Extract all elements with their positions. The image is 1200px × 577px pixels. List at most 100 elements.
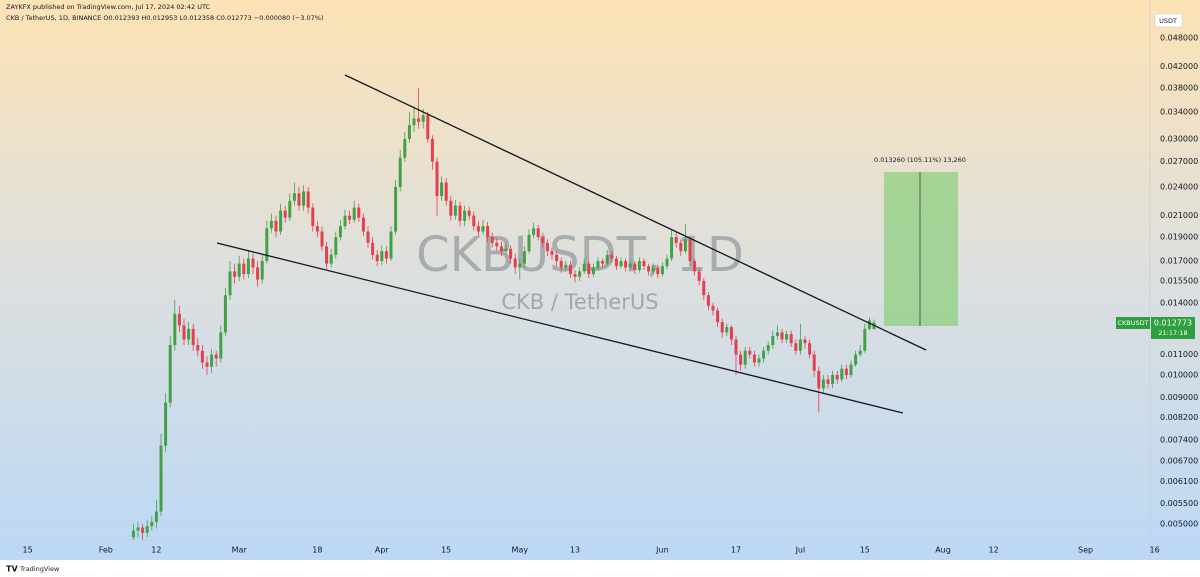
candle-body <box>582 263 586 272</box>
candle-body <box>725 327 729 333</box>
x-tick-label: Apr <box>375 546 390 555</box>
footer-brand: TradingView <box>19 565 60 573</box>
candle-body <box>214 354 218 359</box>
background <box>0 0 1200 560</box>
candle-body <box>637 261 641 271</box>
candle-body <box>481 226 485 232</box>
watermark-subtitle: CKB / TetherUS <box>501 290 658 314</box>
candle-body <box>177 313 181 326</box>
candle-body <box>716 310 720 323</box>
candle-body <box>573 274 577 277</box>
candle-body <box>867 320 871 329</box>
candle-body <box>338 226 342 238</box>
countdown: 21:17:18 <box>1158 329 1187 337</box>
x-tick-label: Jul <box>795 546 806 555</box>
x-tick-label: 12 <box>989 546 999 555</box>
candle-body <box>826 379 830 384</box>
candle-body <box>440 182 444 197</box>
y-tick-label: 0.006700 <box>1160 457 1198 466</box>
candle-body <box>219 332 223 359</box>
trendline-lower <box>216 242 904 414</box>
candle-body <box>490 237 494 243</box>
candle-body <box>237 263 241 277</box>
candle-body <box>752 354 756 363</box>
y-tick-label: 0.021000 <box>1160 211 1198 220</box>
x-tick-label: Sep <box>1078 546 1093 555</box>
candle-body <box>706 295 710 306</box>
x-tick-label: 15 <box>860 546 870 555</box>
candle-body <box>532 228 536 235</box>
candle-body <box>596 261 600 268</box>
trendline-upper <box>344 74 927 351</box>
candle-body <box>398 157 402 187</box>
candle-body <box>743 350 747 365</box>
candle-body <box>265 228 269 262</box>
candle-body <box>407 125 411 139</box>
candle-body <box>771 335 775 346</box>
candle-body <box>619 261 623 267</box>
candle-body <box>182 325 186 340</box>
y-tick-label: 0.005000 <box>1160 520 1198 529</box>
candle-body <box>849 364 853 376</box>
candle-body <box>251 258 255 268</box>
candle-body <box>674 237 678 243</box>
candle-body <box>453 205 457 216</box>
candle-body <box>601 261 605 264</box>
candle-body <box>417 118 421 122</box>
y-tick-label: 0.014000 <box>1160 298 1198 307</box>
candle-body <box>702 280 706 296</box>
candle-body <box>449 200 453 216</box>
candle-body <box>348 215 352 220</box>
y-tick-label: 0.008200 <box>1160 413 1198 422</box>
candle-body <box>587 263 591 275</box>
candle-body <box>292 193 296 201</box>
candle-body <box>766 345 770 351</box>
y-tick-label: 0.015500 <box>1160 276 1198 285</box>
candle-body <box>614 258 618 267</box>
y-tick-label: 0.011000 <box>1160 350 1198 359</box>
candle-body <box>223 295 227 333</box>
candle-body <box>343 215 347 227</box>
currency-label: USDT <box>1159 17 1177 25</box>
candle-body <box>591 267 595 275</box>
candle-body <box>159 445 163 512</box>
candle-body <box>518 263 522 268</box>
candle-body <box>246 258 250 275</box>
y-tick-label: 0.048000 <box>1160 33 1198 42</box>
candle-body <box>683 239 687 252</box>
candle-body <box>394 186 398 232</box>
candle-body <box>670 237 674 259</box>
y-tick-label: 0.042000 <box>1160 62 1198 71</box>
candle-body <box>610 254 614 259</box>
candle-body <box>458 205 462 221</box>
candle-body <box>559 261 563 268</box>
candle-body <box>711 305 715 311</box>
candle-body <box>366 231 370 243</box>
candle-body <box>564 264 568 268</box>
y-tick-label: 0.024000 <box>1160 182 1198 191</box>
candle-body <box>168 345 172 403</box>
candle-body <box>320 231 324 247</box>
candle-body <box>605 254 609 264</box>
candle-body <box>785 334 789 340</box>
candle-body <box>210 354 214 367</box>
candle-body <box>541 237 545 243</box>
last-price: 0.012773 <box>1154 319 1192 328</box>
x-tick-label: 18 <box>312 546 322 555</box>
candle-body <box>794 343 798 351</box>
candle-body <box>748 350 752 355</box>
candle-body <box>863 328 867 351</box>
candle-body <box>780 332 784 340</box>
candle-body <box>389 231 393 259</box>
x-tick-label: 16 <box>1150 546 1160 555</box>
candle-body <box>798 339 802 351</box>
candle-body <box>403 138 407 158</box>
candle-body <box>371 242 375 255</box>
candle-body <box>228 271 232 296</box>
candle-body <box>821 379 825 389</box>
symbol-tag-text: CKBUSDT <box>1117 319 1148 327</box>
candle-body <box>164 402 168 446</box>
candle-body <box>762 350 766 359</box>
candle-body <box>624 261 628 268</box>
